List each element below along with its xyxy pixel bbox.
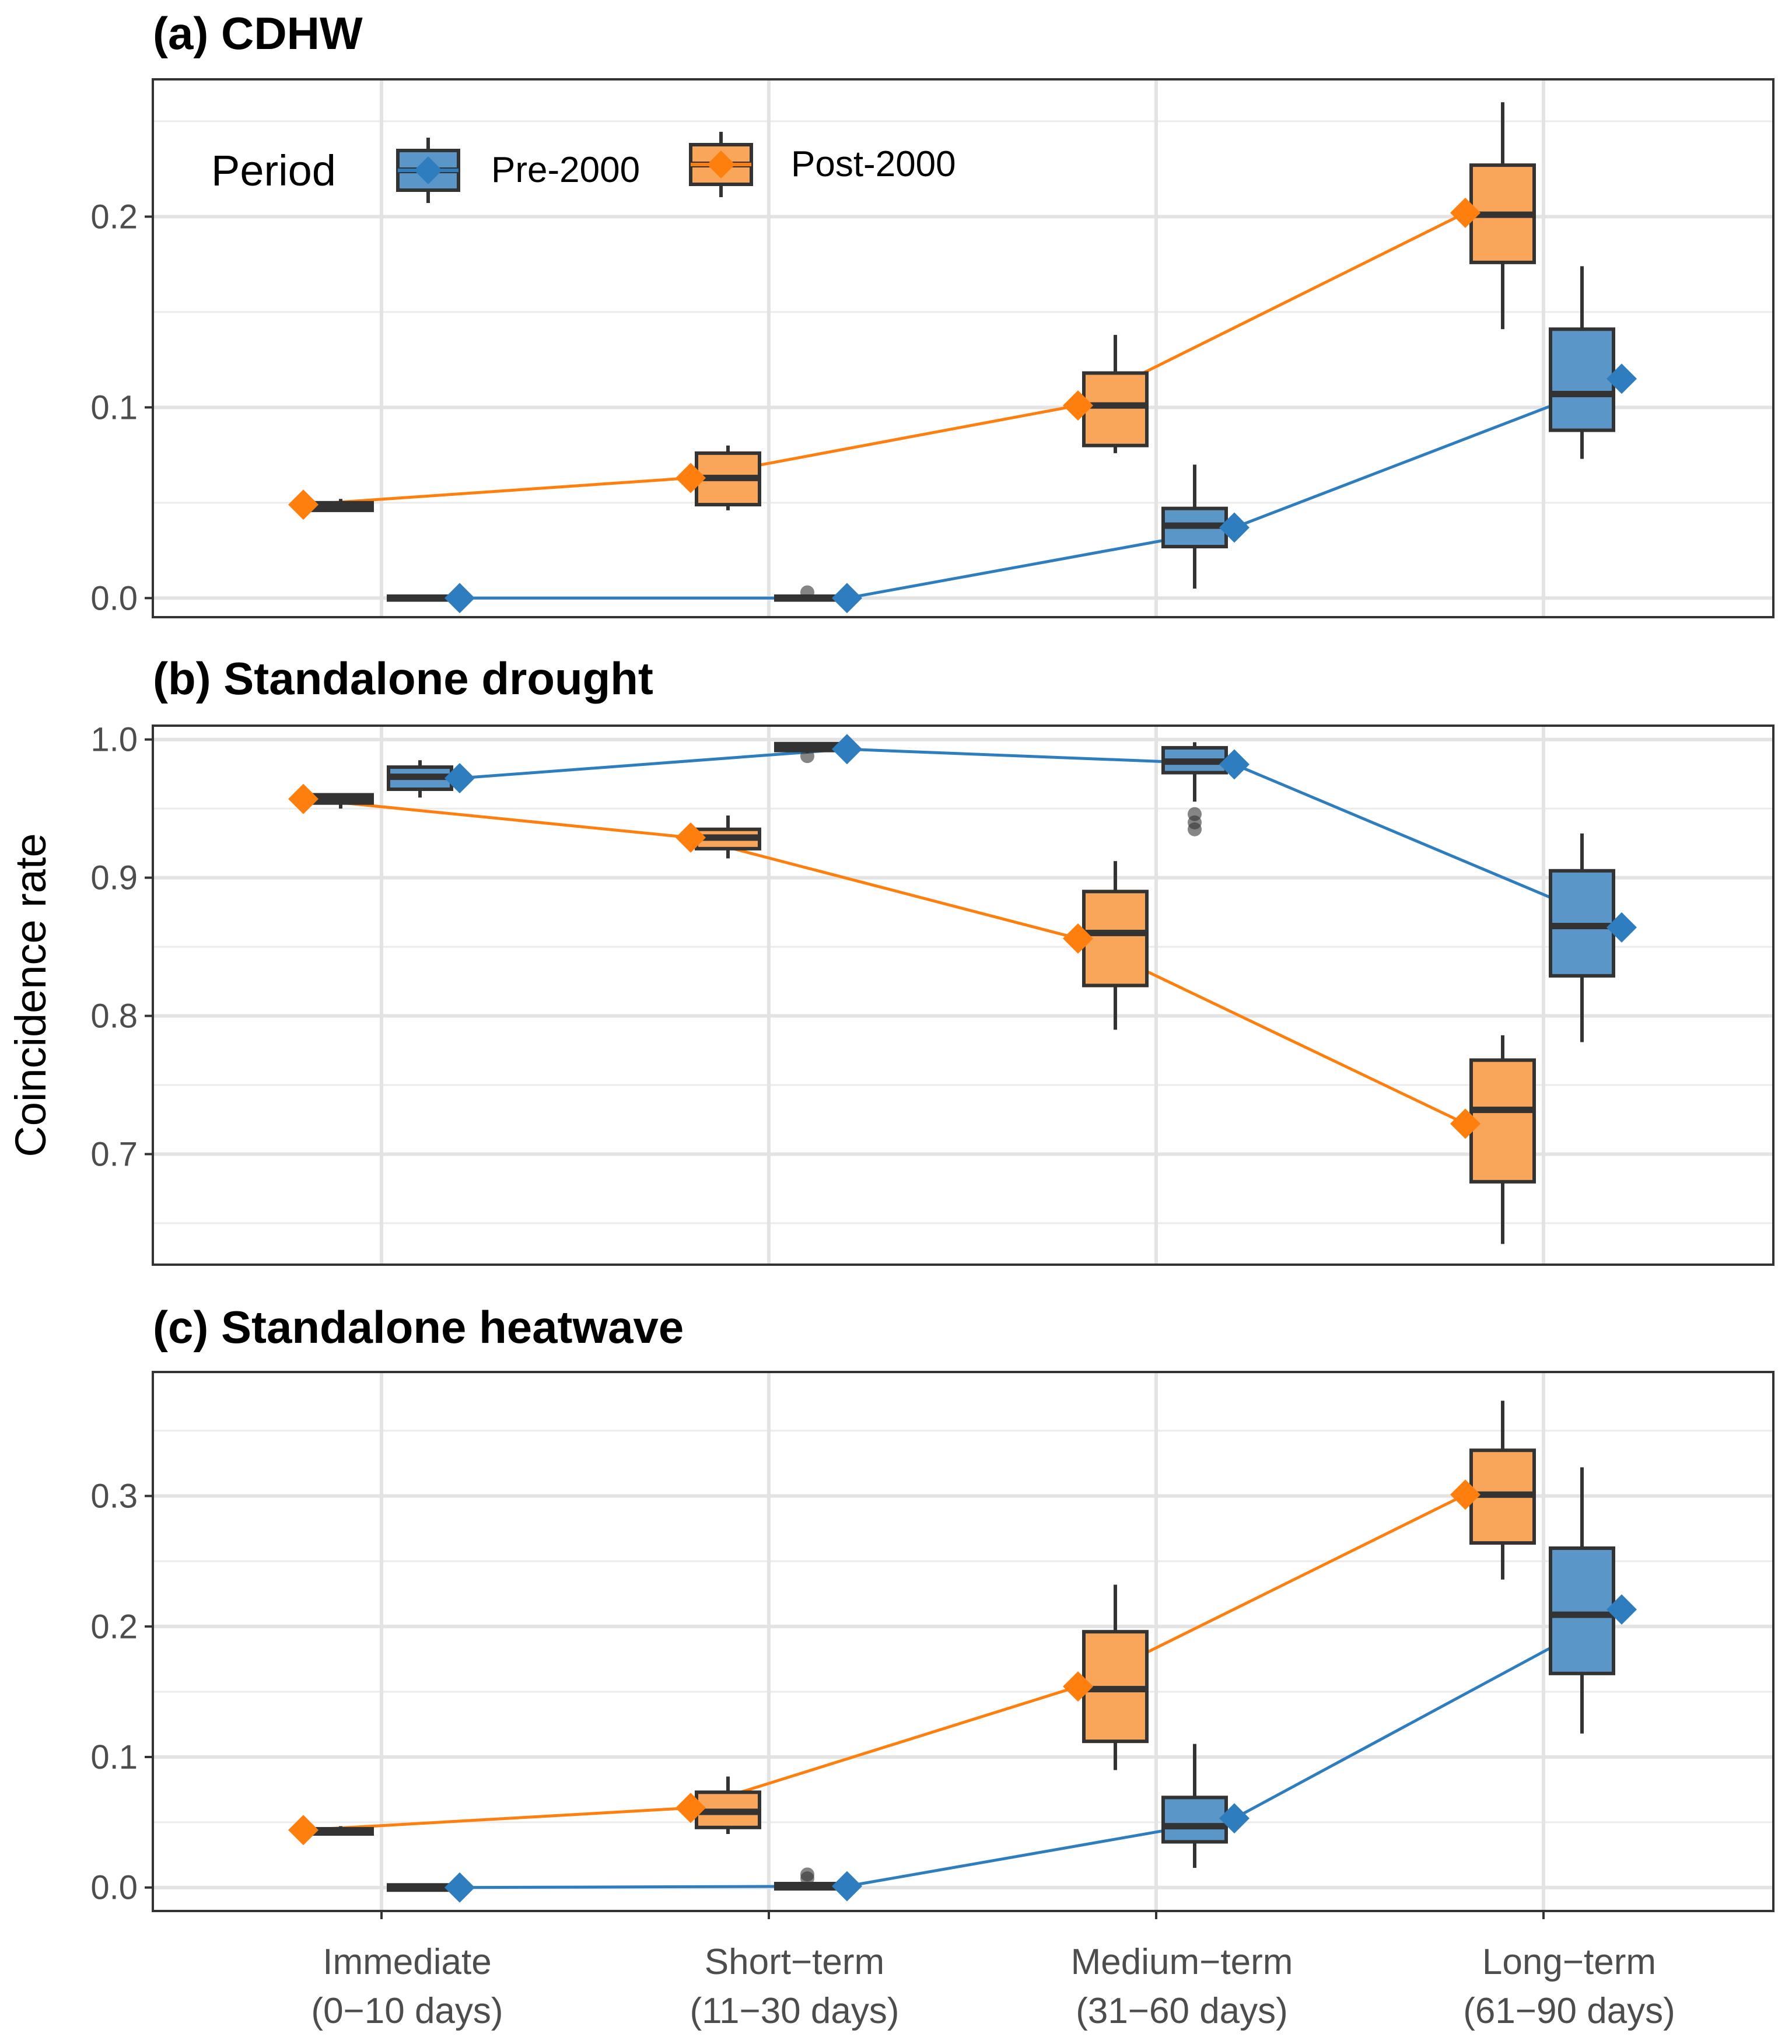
box-outlier [1188,822,1202,836]
mean-marker-pre [444,763,475,794]
boxplot-pre [387,1883,453,1892]
boxplot-post [695,445,761,510]
legend-label: Post-2000 [791,144,956,184]
boxplot-post [307,1826,374,1836]
mean-marker-pre [444,1872,475,1903]
y-tick-label: 0.0 [90,579,138,617]
boxplot-pre [387,594,453,602]
mean-marker-post [288,783,318,814]
y-tick-label: 1.0 [90,721,138,759]
box-iqr [1082,890,1149,988]
boxplot-pre [774,741,841,764]
legend-diamond [414,156,442,184]
panel-background [153,726,1773,1265]
boxplot-post [307,499,374,512]
box-iqr [1082,371,1149,447]
legend-diamond [707,150,735,178]
mean-marker-pre [1606,912,1637,943]
mean-marker-post [288,1815,318,1846]
series-line-post [303,211,1466,506]
y-tick-label: 0.8 [90,998,138,1035]
mean-marker-pre [832,1871,862,1902]
series-line-pre [459,747,1622,929]
mean-marker-pre [1219,749,1250,780]
mean-marker-pre [1606,363,1637,394]
boxplot-pre [774,585,841,602]
mean-marker-post [676,463,706,494]
boxplot-post [1082,335,1149,453]
y-tick-label: 0.2 [90,1608,138,1646]
box-iqr [1161,1796,1228,1844]
x-tick-label: Short−term (11−30 days) [690,1942,899,2031]
mean-marker-post [1063,1671,1093,1702]
y-axis-label: Coincidence rate [6,833,55,1157]
panel-title: (c) Standalone heatwave [153,1301,684,1353]
legend-key-pre [396,138,460,203]
mean-marker-post [1063,923,1093,954]
box-iqr [1549,1546,1615,1675]
boxplot-post [307,793,374,809]
mean-marker-pre [444,583,475,614]
series-line-pre [460,377,1622,600]
mean-marker-post [1450,1479,1480,1510]
x-tick-label: Long−term (61−90 days) [1463,1942,1675,2031]
y-tick-label: 0.9 [90,859,138,897]
mean-marker-pre [1219,1803,1250,1834]
mean-marker-post [676,822,706,853]
x-tick-label: Immediate (0−10 days) [311,1942,503,2031]
series-line-post [303,1493,1466,1832]
box-iqr [1469,1058,1536,1184]
boxplot-post [695,816,761,859]
box-outlier [800,585,814,600]
boxplot-pre [1161,1744,1228,1868]
boxplot-pre [1549,266,1615,459]
panel-background [153,79,1773,617]
box-outlier [800,1867,814,1882]
mean-marker-post [676,1793,706,1824]
panel-border [152,78,1774,618]
series-line-post [303,797,1466,1125]
y-tick-label: 0.2 [90,198,138,236]
legend-key-post [689,132,753,197]
mean-marker-pre [832,583,862,614]
series-line-pre [459,1608,1623,1889]
legend-label: Pre-2000 [491,150,640,190]
box-iqr [1549,327,1615,432]
panel-border [152,724,1774,1266]
y-tick-label: 0.0 [90,1869,138,1907]
mean-marker-pre [832,734,862,765]
boxplot-post [695,1776,761,1834]
y-tick-label: 0.7 [90,1135,138,1173]
boxplot-post [1082,1584,1149,1770]
box-outlier [800,749,814,764]
panel-title: (a) CDHW [153,8,363,59]
boxplot-pre [1549,1467,1615,1734]
legend-title: Period [211,146,336,195]
panel-title: (b) Standalone drought [153,653,653,704]
y-tick-label: 0.1 [90,1738,138,1776]
mean-marker-post [1450,1108,1480,1139]
boxplot-post [1469,102,1536,330]
boxplot-post [1469,1401,1536,1580]
panel-border [152,1371,1774,1912]
mean-marker-post [1063,390,1093,421]
mean-marker-pre [1606,1594,1637,1625]
mean-marker-pre [1219,512,1250,543]
y-tick-label: 0.1 [90,388,138,426]
boxplot-post [1469,1035,1536,1244]
mean-marker-post [288,489,318,520]
x-tick-label: Medium−term (31−60 days) [1071,1942,1293,2031]
boxplot-pre [1161,464,1228,589]
mean-marker-post [1450,197,1480,228]
y-tick-label: 0.3 [90,1478,138,1516]
boxplot-post [1082,861,1149,1030]
boxplot-pre [1161,742,1228,836]
